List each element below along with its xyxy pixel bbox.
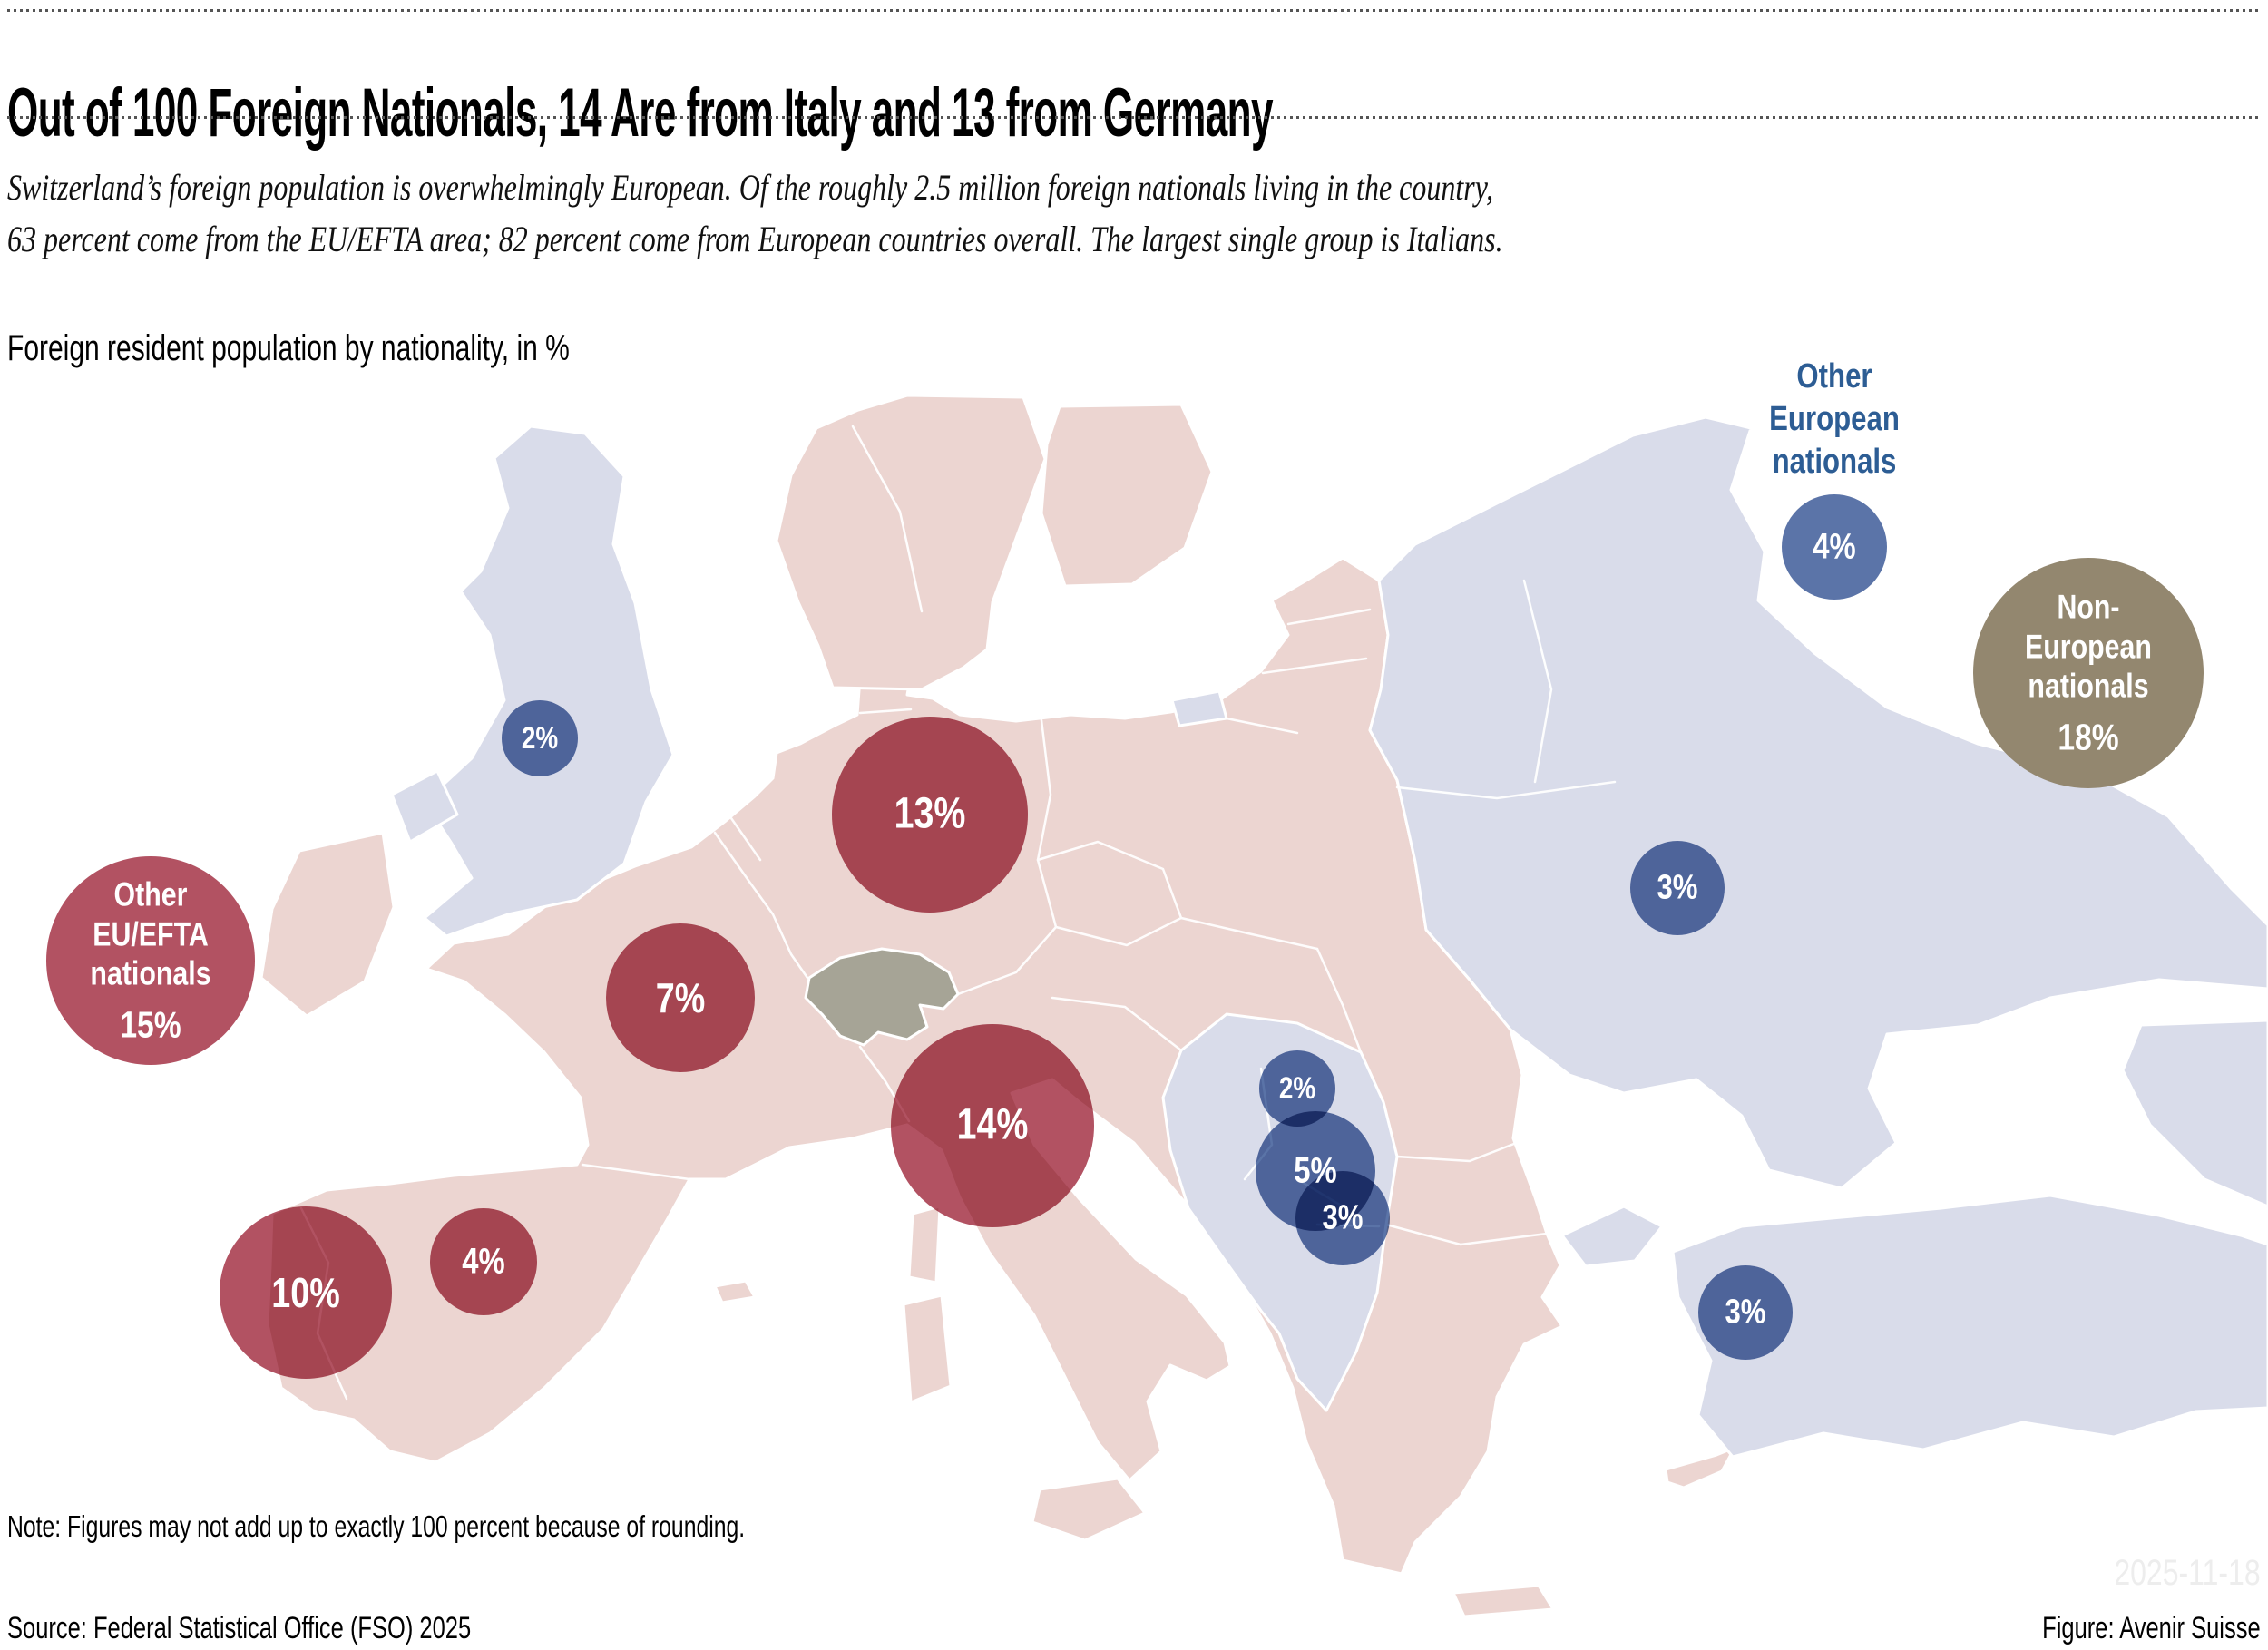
map-region-uk <box>423 425 675 938</box>
map-region-crete <box>1452 1584 1555 1618</box>
footer-source: Source: Federal Statistical Office (FSO)… <box>7 1611 472 1645</box>
map-region-caucasus <box>2121 1019 2268 1208</box>
map-region-corsica <box>907 1205 942 1284</box>
subtitle-line-2: 63 percent come from the EU/EFTA area; 8… <box>7 219 1503 259</box>
map-region-northern-ireland <box>390 769 459 844</box>
map-region-cyprus <box>1664 1446 1736 1489</box>
bubble-other-european <box>1782 494 1887 600</box>
map-region-scandinavia <box>775 394 1047 691</box>
map-region-sardinia <box>902 1294 953 1404</box>
top-dotted-rule <box>7 9 2261 12</box>
bubble-ukraine <box>1630 841 1725 935</box>
map-region-kaliningrad <box>1170 689 1228 727</box>
bubble-germany <box>832 717 1028 913</box>
map-region-balearics <box>713 1279 757 1304</box>
bubble-serbia <box>1259 1050 1335 1127</box>
map-region-turkey-anatolia <box>1671 1194 2268 1459</box>
map-region-sicily <box>1031 1477 1147 1542</box>
map-region-turkey-thrace <box>1560 1205 1664 1268</box>
bubble-uk <box>502 700 578 776</box>
date-watermark: 2025-11-18 <box>2114 1553 2261 1593</box>
bubble-italy <box>891 1024 1094 1227</box>
bubble-non-european <box>1973 558 2204 788</box>
bubble-other-eu-efta <box>46 856 255 1065</box>
bubble-north-macedonia <box>1295 1171 1390 1265</box>
page-title: Out of 100 Foreign Nationals, 14 Are fro… <box>7 73 1274 151</box>
bubble-portugal <box>220 1206 392 1379</box>
bubble-layer <box>46 494 2204 1379</box>
map-region-ireland <box>259 831 396 1018</box>
note-text: Note: Figures may not add up to exactly … <box>7 1509 746 1543</box>
subtitle-line-1: Switzerland’s foreign population is over… <box>7 167 1494 208</box>
title-dotted-rule <box>7 116 2261 119</box>
bubble-france <box>606 923 755 1072</box>
map-region-switzerland <box>804 947 960 1047</box>
subtitle: Switzerland’s foreign population is over… <box>7 161 1877 265</box>
map-region-finland <box>1040 403 1214 588</box>
bubble-turkey <box>1698 1265 1793 1360</box>
chart-label: Foreign resident population by nationali… <box>7 328 570 368</box>
bubble-spain <box>430 1208 537 1315</box>
footer-figure-credit: Figure: Avenir Suisse <box>2042 1611 2261 1645</box>
map-region-russia-belarus-ukraine <box>1368 415 2268 1190</box>
